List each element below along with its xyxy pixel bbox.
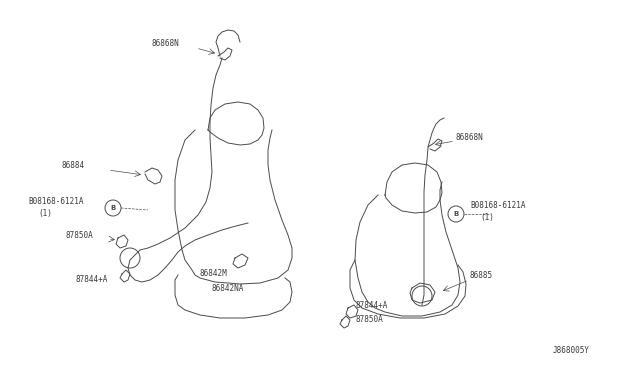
Text: 86884: 86884 (62, 161, 85, 170)
Text: (1): (1) (480, 213, 494, 222)
Text: J868005Y: J868005Y (553, 346, 590, 355)
Text: 87850A: 87850A (355, 315, 383, 324)
Text: 86842NA: 86842NA (212, 284, 244, 293)
Text: 87844+A: 87844+A (75, 275, 108, 284)
Text: 86842M: 86842M (200, 269, 228, 278)
Text: 86868N: 86868N (456, 133, 484, 142)
Text: 87850A: 87850A (65, 231, 93, 240)
Text: 86868N: 86868N (152, 39, 180, 48)
Text: B08168-6121A: B08168-6121A (470, 201, 525, 210)
Text: B08168-6121A: B08168-6121A (28, 197, 83, 206)
Text: 86885: 86885 (470, 271, 493, 280)
Text: 87844+A: 87844+A (355, 301, 387, 310)
Text: B: B (453, 211, 459, 217)
Text: B: B (110, 205, 116, 211)
Text: (1): (1) (38, 209, 52, 218)
